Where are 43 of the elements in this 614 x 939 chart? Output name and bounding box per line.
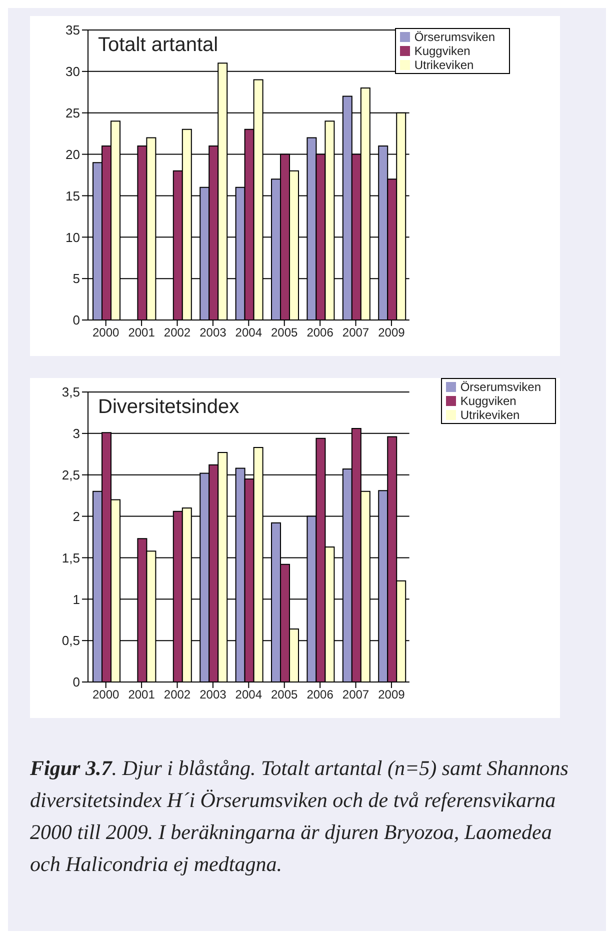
x-tick-label: 2000	[92, 688, 120, 702]
y-tick-label: 0	[72, 312, 80, 328]
x-tick-label: 2004	[235, 326, 262, 340]
x-tick-label: 2009	[378, 326, 406, 340]
y-tick-label: 3,5	[62, 384, 80, 400]
x-tick-label: 2007	[342, 688, 370, 702]
x-tick-label: 2006	[306, 326, 334, 340]
y-tick-label: 5	[72, 271, 80, 286]
y-tick-label: 30	[66, 64, 80, 80]
x-tick-label: 2006	[306, 688, 334, 702]
y-tick-label: 3	[72, 426, 80, 442]
legend-label: Kuggviken	[460, 394, 516, 408]
y-tick-label: 0,5	[62, 633, 80, 648]
chart-title: Diversitetsindex	[98, 396, 240, 419]
y-tick-label: 15	[66, 188, 80, 204]
x-tick-label: 2002	[164, 326, 191, 340]
x-tick-label: 2001	[128, 326, 156, 340]
text: Figur 3.7. Djur i blåstång. Totalt artantal (n=5) samt Shannons diversitetsindex H´i Örserumsviken och de två referensvikarna 2000 till 2009. I beräkningarna är djuren Bryozoa, Laomedea och Halicondria ej medtagna.	[29, 755, 570, 878]
y-tick-label: 0	[72, 674, 80, 690]
legend-label: Utrikeviken	[414, 58, 474, 72]
x-tick-label: 2005	[271, 326, 298, 340]
legend-label: Örserumsviken	[460, 380, 541, 394]
legend-label: Örserumsviken	[414, 30, 495, 44]
y-tick-label: 2,5	[62, 467, 80, 482]
x-tick-label: 2003	[200, 326, 227, 340]
x-tick-label: 2007	[342, 326, 370, 340]
x-tick-label: 2002	[164, 688, 191, 702]
y-tick-label: 1	[72, 592, 80, 607]
x-tick-label: 2009	[378, 688, 406, 702]
chart-title: Totalt artantal	[98, 34, 218, 57]
x-tick-label: 2005	[271, 688, 298, 702]
y-tick-label: 10	[66, 230, 80, 245]
x-tick-label: 2001	[128, 688, 156, 702]
legend-label: Kuggviken	[414, 44, 470, 58]
legend-label: Utrikeviken	[460, 408, 520, 422]
y-tick-label: 1,5	[62, 550, 80, 566]
y-tick-label: 25	[66, 105, 80, 120]
x-tick-label: 2000	[92, 326, 120, 340]
y-tick-label: 2	[72, 508, 80, 524]
x-tick-label: 2003	[200, 688, 227, 702]
x-tick-label: 2004	[235, 688, 262, 702]
y-tick-label: 20	[66, 146, 80, 162]
y-tick-label: 35	[66, 22, 80, 38]
